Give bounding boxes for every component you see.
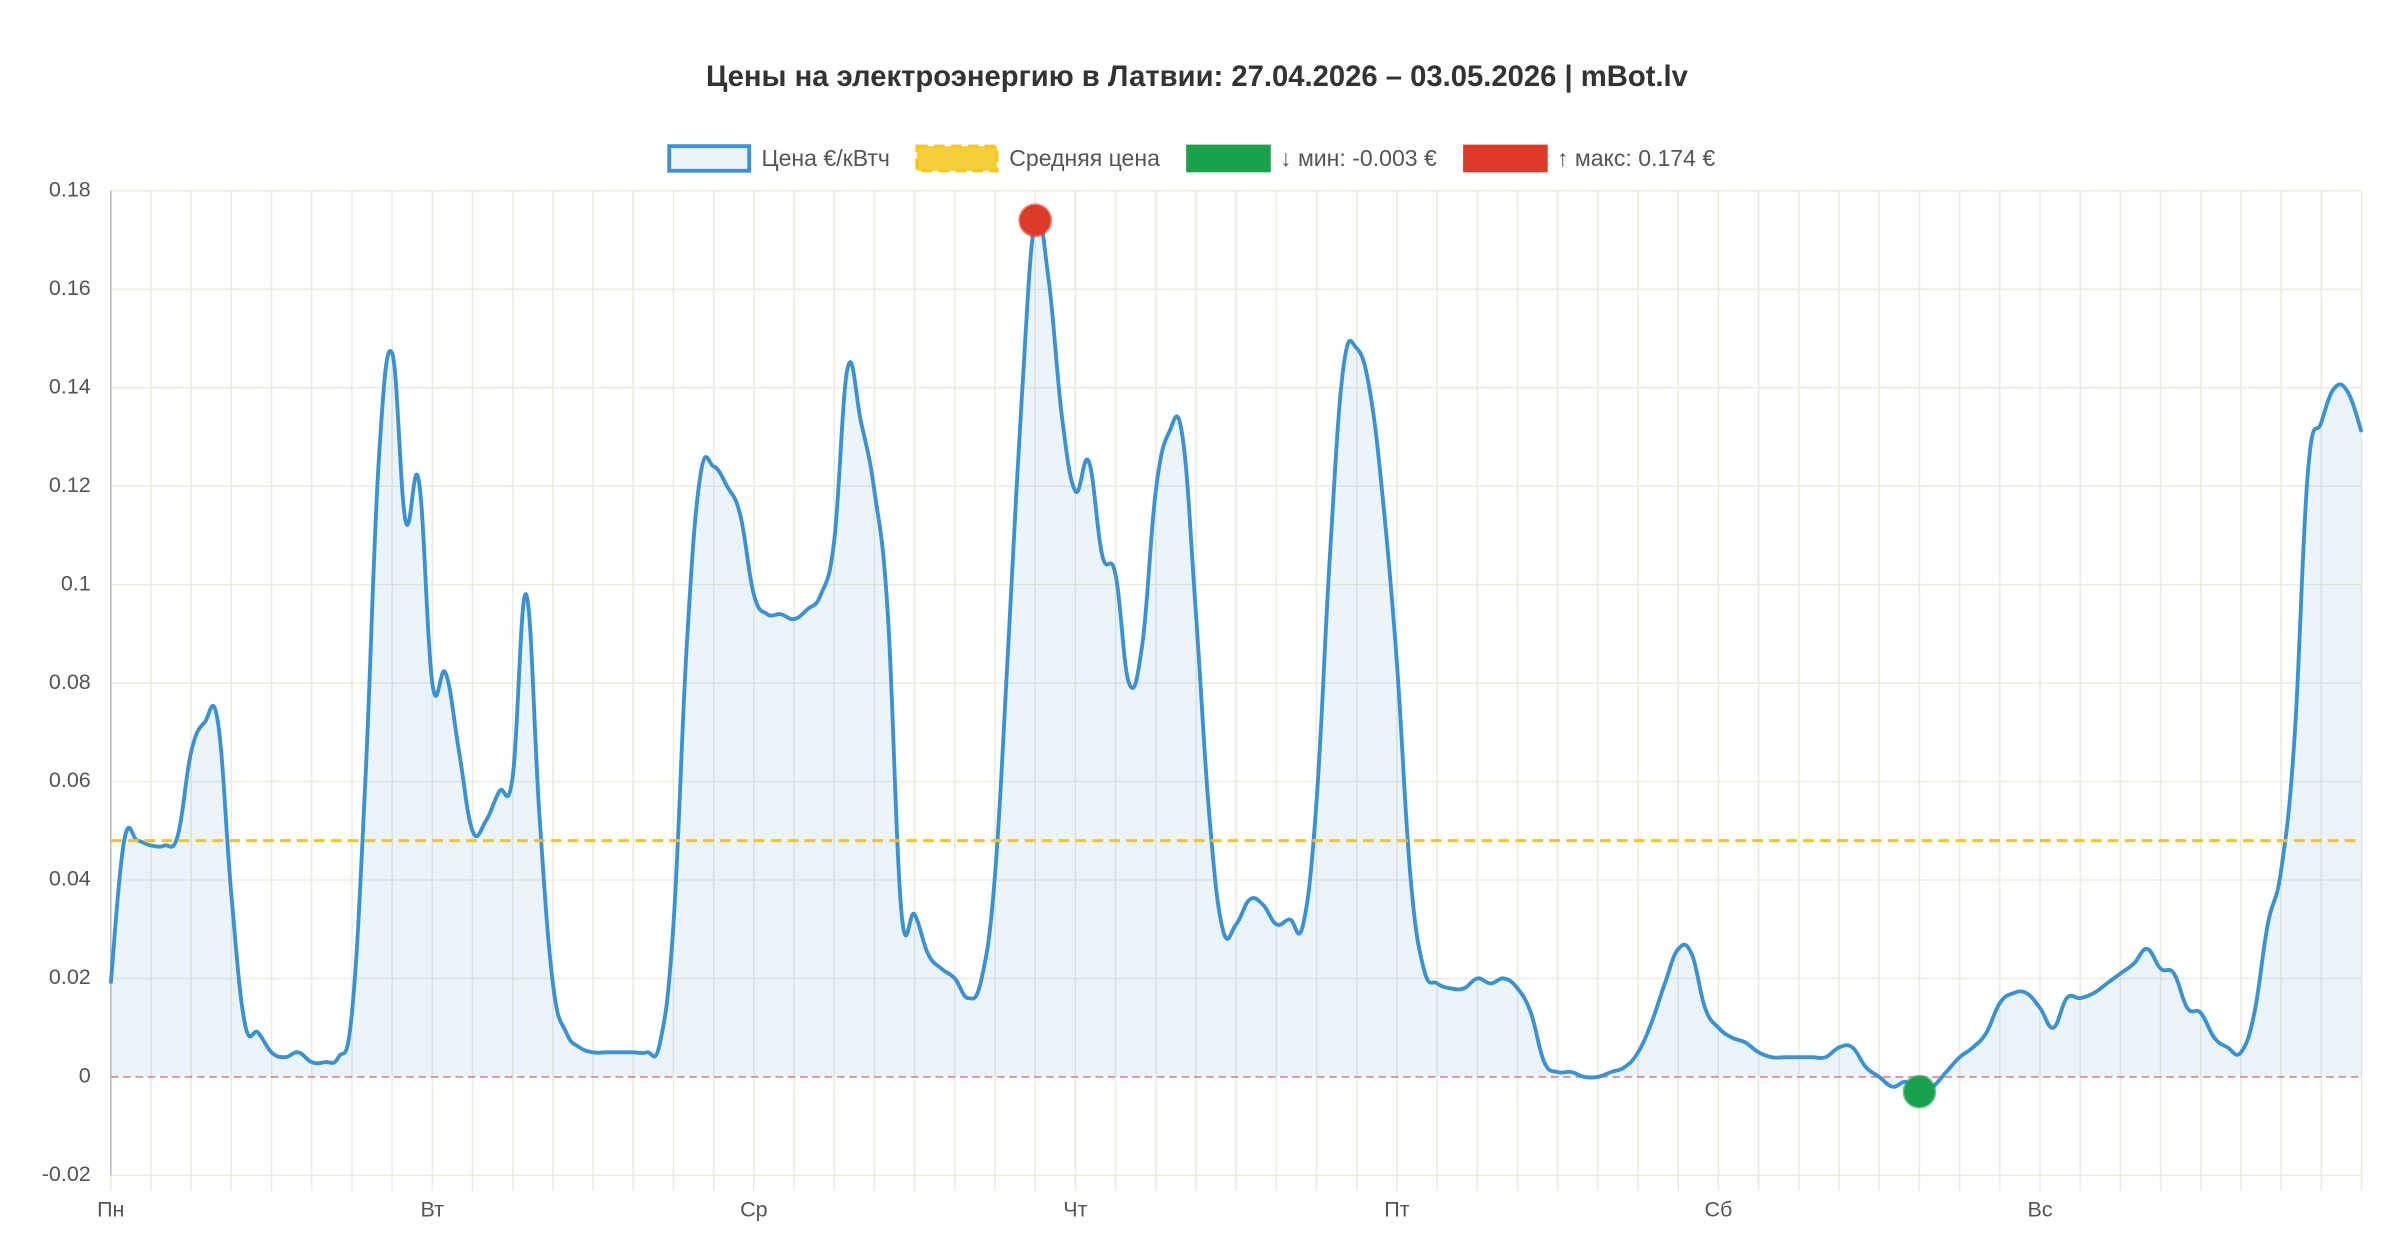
- max-marker: [1018, 203, 1053, 238]
- x-tick-label: Пн: [97, 1197, 124, 1221]
- y-tick-label: -0.02: [42, 1162, 91, 1186]
- legend-label: ↑ макс: 0.174 €: [1557, 145, 1715, 171]
- y-tick-label: 0.06: [49, 768, 91, 792]
- y-tick-label: 0.02: [49, 965, 91, 989]
- y-tick-label: 0.04: [49, 867, 91, 891]
- x-tick-label: Вт: [421, 1197, 445, 1221]
- legend-swatch: [667, 144, 752, 173]
- price-area: [110, 213, 2362, 1092]
- chart-title: Цены на электроэнергию в Латвии: 27.04.2…: [706, 61, 1689, 93]
- legend-swatch: [915, 144, 999, 173]
- legend-swatch: [1186, 144, 1271, 173]
- x-tick-label: Чт: [1063, 1197, 1087, 1221]
- x-tick-label: Сб: [1705, 1197, 1733, 1221]
- x-tick-label: Пт: [1384, 1197, 1409, 1221]
- x-tick-label: Ср: [740, 1197, 768, 1221]
- legend-label: Цена €/кВтч: [762, 145, 890, 171]
- legend-swatch: [1463, 144, 1548, 173]
- y-tick-label: 0: [79, 1064, 91, 1088]
- price-line: [108, 211, 2364, 1094]
- min-marker: [1902, 1074, 1937, 1109]
- y-tick-label: 0.1: [61, 571, 91, 595]
- y-tick-label: 0.12: [49, 473, 91, 497]
- legend-label: Средняя цена: [1009, 145, 1160, 171]
- legend-label: ↓ мин: -0.003 €: [1280, 145, 1437, 171]
- y-tick-label: 0.18: [49, 177, 91, 201]
- y-tick-label: 0.08: [49, 670, 91, 694]
- x-tick-label: Вс: [2027, 1197, 2052, 1221]
- y-tick-label: 0.16: [49, 276, 91, 300]
- y-tick-label: 0.14: [49, 374, 91, 398]
